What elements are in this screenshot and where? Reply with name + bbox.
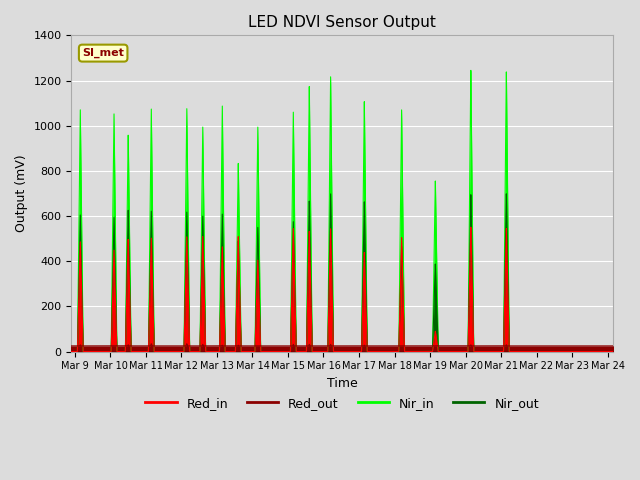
Title: LED NDVI Sensor Output: LED NDVI Sensor Output [248, 15, 436, 30]
Legend: Red_in, Red_out, Nir_in, Nir_out: Red_in, Red_out, Nir_in, Nir_out [140, 392, 544, 415]
Y-axis label: Output (mV): Output (mV) [15, 155, 28, 232]
Text: SI_met: SI_met [82, 48, 124, 58]
X-axis label: Time: Time [327, 377, 358, 390]
